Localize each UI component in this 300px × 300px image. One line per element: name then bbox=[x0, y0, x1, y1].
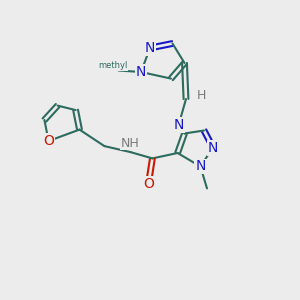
Text: N: N bbox=[195, 160, 206, 173]
Text: H: H bbox=[197, 89, 206, 102]
Text: N: N bbox=[145, 41, 155, 55]
Text: N: N bbox=[136, 65, 146, 79]
Text: NH: NH bbox=[121, 136, 140, 150]
Text: O: O bbox=[143, 177, 154, 190]
Text: N: N bbox=[173, 118, 184, 132]
Text: N: N bbox=[208, 141, 218, 154]
Text: methyl: methyl bbox=[98, 61, 128, 70]
Text: O: O bbox=[43, 134, 54, 148]
